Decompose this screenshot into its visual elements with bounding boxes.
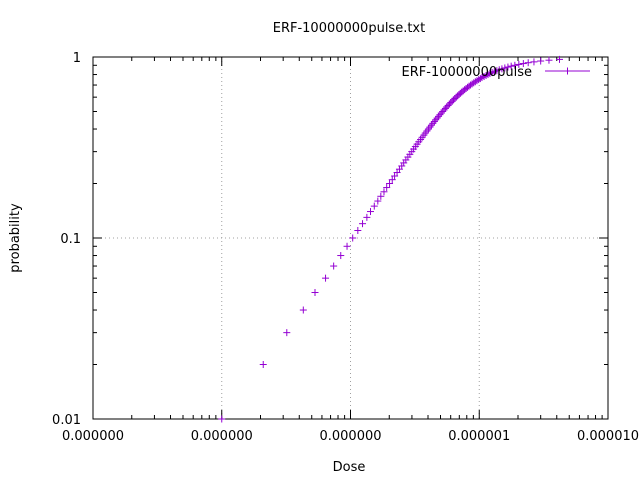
data-point xyxy=(283,329,291,337)
data-point xyxy=(370,202,378,210)
data-point xyxy=(330,262,338,270)
data-point xyxy=(388,176,396,184)
data-point xyxy=(545,56,553,64)
data-point xyxy=(524,59,532,67)
legend: ERF-10000000pulse xyxy=(402,65,590,80)
data-point xyxy=(354,227,362,235)
data-point xyxy=(349,234,357,242)
x-tick-label: 0.000000 xyxy=(62,429,124,444)
data-point xyxy=(429,119,437,127)
data-point xyxy=(537,57,545,65)
data-point xyxy=(519,60,527,68)
y-tick-label: 0.1 xyxy=(60,232,81,247)
legend-marker xyxy=(564,67,571,75)
data-point xyxy=(343,242,351,250)
y-tick-label: 1 xyxy=(73,51,81,66)
y-tick-label: 0.01 xyxy=(52,413,81,428)
data-point xyxy=(386,180,394,188)
data-point xyxy=(377,192,385,200)
y-axis-label: probability xyxy=(8,203,23,273)
data-point xyxy=(366,208,374,216)
x-tick-label: 0.000001 xyxy=(448,429,510,444)
x-tick-label: 0.000000 xyxy=(191,429,253,444)
data-point xyxy=(504,63,512,71)
data-point xyxy=(507,62,515,70)
chart-title: ERF-10000000pulse.txt xyxy=(273,21,425,36)
data-point xyxy=(311,288,319,296)
data-point xyxy=(530,58,538,66)
data-point xyxy=(501,64,509,72)
data-point xyxy=(498,65,506,73)
data-point xyxy=(555,55,563,63)
data-point xyxy=(218,415,226,423)
x-tick-label: 0.000010 xyxy=(577,429,639,444)
plot-frame xyxy=(92,56,609,420)
data-point xyxy=(337,252,345,260)
data-point xyxy=(476,75,484,83)
data-points xyxy=(218,55,563,423)
data-point xyxy=(299,306,307,314)
legend-label: ERF-10000000pulse xyxy=(402,65,532,80)
data-point xyxy=(374,197,382,205)
data-point xyxy=(380,188,388,196)
data-point xyxy=(511,61,519,69)
x-axis-label: Dose xyxy=(333,460,366,475)
data-point xyxy=(322,274,330,282)
data-point xyxy=(359,220,367,228)
data-point xyxy=(259,361,267,369)
axis-ticks: 0.000000 0.000000 0.000000 0.000001 0.000010… xyxy=(52,51,639,444)
data-point xyxy=(363,213,371,221)
data-point xyxy=(383,184,391,192)
x-tick-label: 0.000000 xyxy=(319,429,381,444)
data-point xyxy=(432,116,440,124)
data-point xyxy=(515,60,523,68)
